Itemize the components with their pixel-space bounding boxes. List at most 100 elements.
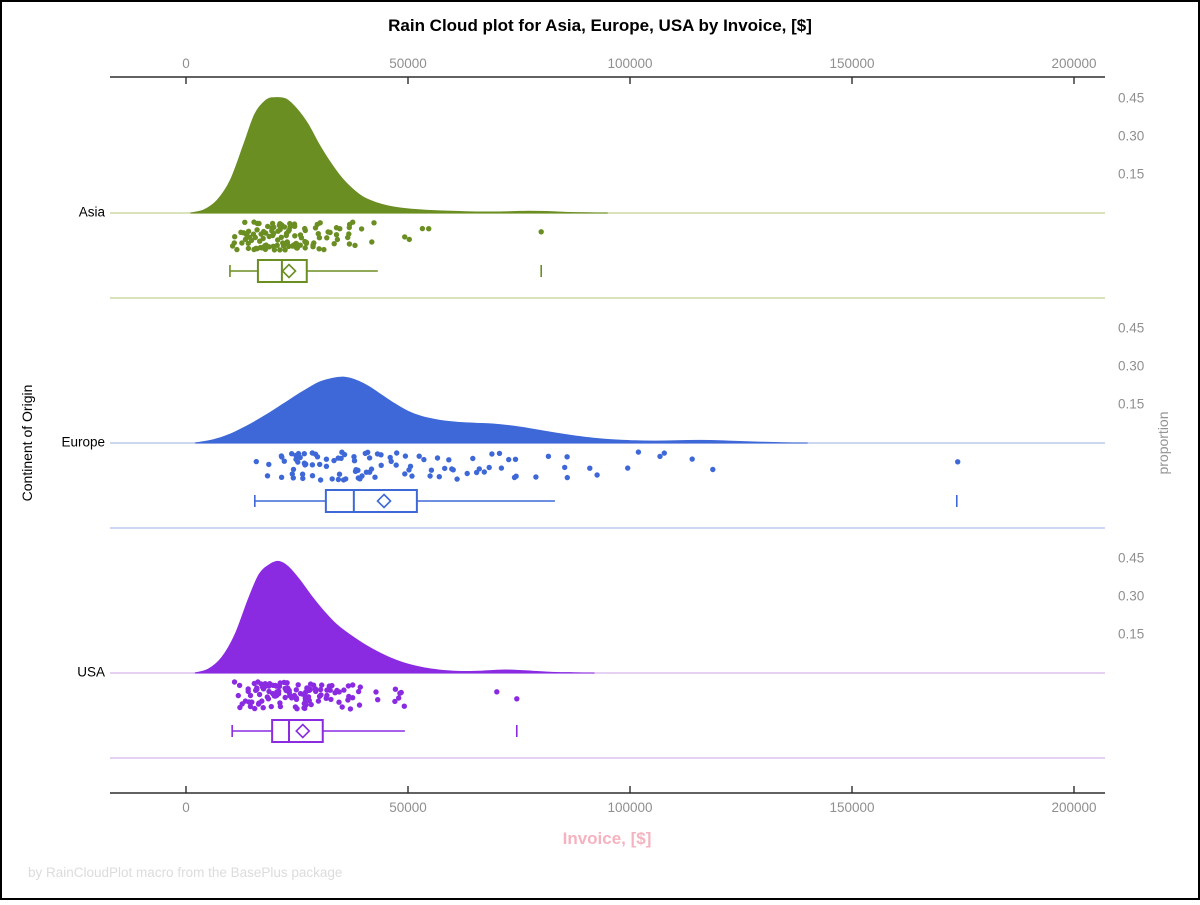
rain-point xyxy=(587,465,593,471)
rain-point xyxy=(267,681,273,687)
rain-point xyxy=(336,699,342,705)
rain-point xyxy=(327,687,333,693)
rain-point xyxy=(254,227,260,233)
rain-point xyxy=(238,229,244,235)
x-axis-tick-label-bottom: 100000 xyxy=(607,800,652,815)
rain-point xyxy=(538,229,544,235)
chart-title: Rain Cloud plot for Asia, Europe, USA by… xyxy=(388,16,812,35)
rain-point xyxy=(428,467,435,473)
rain-point xyxy=(489,451,495,457)
rain-point xyxy=(378,462,384,468)
category-label: USA xyxy=(77,665,105,680)
rain-point xyxy=(292,704,299,710)
rain-point xyxy=(315,698,322,704)
rain-point xyxy=(335,476,342,483)
rain-point xyxy=(352,242,358,249)
rain-points xyxy=(253,449,961,483)
rain-point xyxy=(263,230,269,236)
rain-point xyxy=(286,243,292,250)
rain-point xyxy=(295,682,301,688)
rain-point xyxy=(562,464,568,471)
proportion-tick-label: 0.45 xyxy=(1118,91,1144,106)
rain-point xyxy=(446,457,452,463)
rain-point xyxy=(289,471,295,477)
rain-point xyxy=(327,229,333,236)
rain-point xyxy=(357,684,363,690)
rain-point xyxy=(710,466,716,473)
proportion-tick-label: 0.30 xyxy=(1118,589,1144,604)
rain-point xyxy=(278,474,285,480)
rain-point xyxy=(302,245,308,251)
rain-point xyxy=(323,456,330,462)
rain-point xyxy=(494,689,500,695)
rain-point xyxy=(266,233,272,240)
rain-point xyxy=(373,689,379,695)
rain-point xyxy=(332,690,338,696)
rain-point xyxy=(287,224,293,230)
rain-point xyxy=(303,239,310,246)
x-axis-tick-label-top: 50000 xyxy=(389,56,427,71)
rain-point xyxy=(256,691,263,698)
rain-point xyxy=(232,234,238,240)
rain-point xyxy=(266,461,272,468)
rain-point xyxy=(349,695,356,701)
box xyxy=(324,489,418,513)
y-axis-label-left: Continent of Origin xyxy=(19,385,35,502)
footnote: by RainCloudPlot macro from the BasePlus… xyxy=(28,865,342,880)
rain-point xyxy=(256,220,262,227)
rain-point xyxy=(252,705,258,712)
rain-point xyxy=(372,474,378,480)
rain-point xyxy=(309,473,316,479)
rain-point xyxy=(266,688,272,695)
rain-point xyxy=(297,454,303,461)
rain-point xyxy=(282,685,288,692)
x-axis-tick-label-top: 150000 xyxy=(829,56,874,71)
rain-point xyxy=(275,691,282,697)
rain-point xyxy=(341,687,347,693)
rain-point xyxy=(409,473,415,479)
rain-point xyxy=(545,453,552,459)
rain-point xyxy=(297,242,303,248)
rain-point xyxy=(293,687,299,693)
rain-point xyxy=(277,247,283,253)
rain-point xyxy=(407,463,414,469)
rain-point xyxy=(317,477,324,483)
rain-point xyxy=(329,682,335,689)
rain-point xyxy=(955,459,961,465)
rain-points xyxy=(229,219,544,253)
rain-point xyxy=(258,231,264,237)
rain-point xyxy=(363,469,370,475)
rain-point xyxy=(301,451,307,457)
rain-point xyxy=(299,471,306,477)
rain-point xyxy=(297,232,304,238)
box-plot xyxy=(229,259,543,283)
rain-point xyxy=(397,690,403,696)
rain-point xyxy=(689,456,695,462)
rain-point xyxy=(564,454,570,460)
rain-point xyxy=(442,465,448,472)
rain-point xyxy=(253,245,259,251)
rain-point xyxy=(242,236,249,243)
rain-point xyxy=(291,242,297,248)
rain-point xyxy=(239,240,245,246)
rain-point xyxy=(281,224,288,230)
rain-point xyxy=(245,686,251,692)
row-europe: Europe 0.45 0.30 0.15 xyxy=(61,321,1144,529)
rain-point xyxy=(303,702,309,708)
rain-point xyxy=(450,467,456,473)
rain-point xyxy=(496,450,503,457)
rain-point xyxy=(245,228,252,234)
rain-point xyxy=(236,682,243,689)
rain-point xyxy=(339,704,345,710)
rain-point xyxy=(262,246,269,252)
rain-point xyxy=(661,450,667,456)
rain-point xyxy=(481,469,487,475)
rain-point xyxy=(436,474,442,480)
rain-point xyxy=(260,705,266,711)
x-axis-tick-label-bottom: 200000 xyxy=(1051,800,1096,815)
rain-point xyxy=(369,239,375,245)
rain-point xyxy=(317,461,323,468)
rain-point xyxy=(235,692,241,699)
rain-point xyxy=(470,455,476,462)
mean-diamond xyxy=(281,263,297,279)
